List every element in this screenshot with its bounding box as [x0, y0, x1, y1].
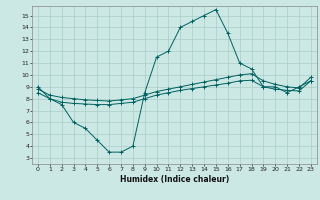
X-axis label: Humidex (Indice chaleur): Humidex (Indice chaleur): [120, 175, 229, 184]
